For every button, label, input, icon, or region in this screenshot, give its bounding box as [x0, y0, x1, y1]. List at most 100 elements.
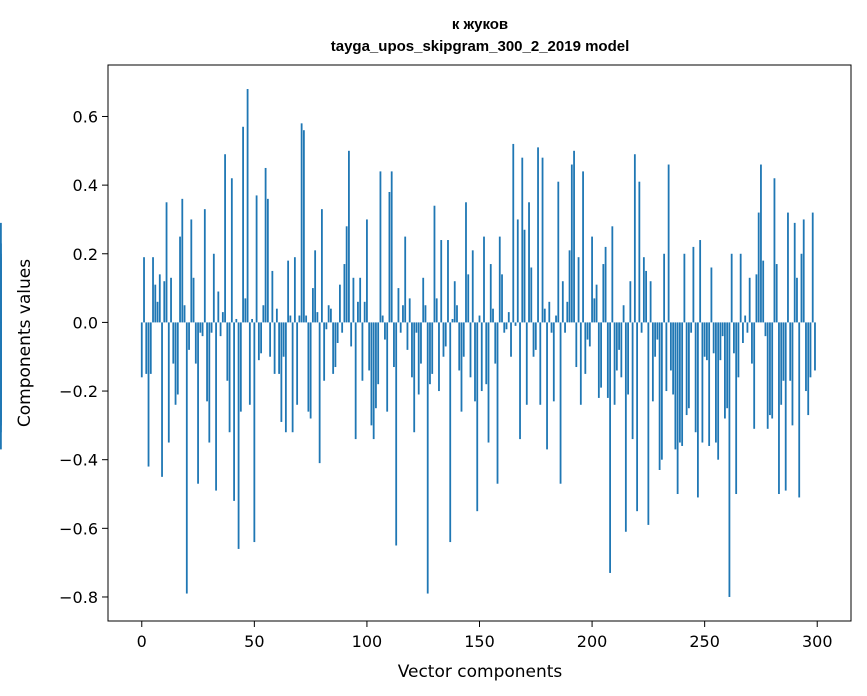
bar-80 — [320, 209, 323, 323]
bar-89 — [341, 322, 344, 333]
bar-63 — [282, 322, 285, 357]
bar-283 — [778, 322, 780, 495]
bar-1 — [143, 257, 145, 323]
bar-88 — [339, 284, 341, 323]
bar-230 — [658, 322, 661, 470]
bar-291 — [796, 277, 798, 323]
bar-218 — [631, 322, 634, 440]
bar-219 — [633, 154, 636, 323]
bar-95 — [354, 322, 357, 440]
bars-group — [0, 89, 816, 597]
y-tick-label: 0.2 — [73, 245, 98, 264]
bar-188 — [564, 322, 566, 333]
bar-225 — [647, 322, 650, 525]
bar-133 — [440, 240, 443, 323]
x-tick-label: 50 — [244, 632, 264, 651]
bar-23 — [192, 277, 195, 323]
bar-29 — [206, 322, 208, 402]
bar-212 — [618, 322, 620, 350]
bar-269 — [746, 322, 749, 333]
bar-179 — [543, 308, 546, 323]
bar-217 — [629, 281, 632, 323]
bar-233 — [665, 322, 668, 392]
bar-267 — [742, 322, 744, 343]
bar-235 — [669, 322, 672, 371]
bar-222 — [640, 322, 643, 333]
bar-132 — [438, 322, 440, 392]
bar-149 — [476, 322, 479, 512]
bar-101 — [368, 322, 371, 371]
bar-24 — [194, 322, 197, 364]
bar-26 — [199, 322, 202, 333]
bar-297 — [809, 322, 812, 378]
bar-155 — [489, 264, 492, 323]
bar-174 — [532, 322, 535, 357]
bar-140 — [456, 305, 458, 323]
bar-4 — [149, 322, 152, 374]
y-tick-label: 0.0 — [73, 313, 98, 332]
bar-45 — [242, 126, 244, 323]
bar-109 — [386, 322, 389, 412]
bar-151 — [480, 322, 483, 392]
bar-172 — [528, 202, 530, 323]
bar-187 — [561, 281, 564, 323]
x-axis-label: Vector components — [398, 662, 563, 682]
bar-77 — [314, 250, 317, 323]
bar-undefined — [0, 243, 2, 323]
bar-262 — [730, 253, 733, 323]
bar-2 — [145, 322, 148, 374]
bar-245 — [692, 246, 695, 323]
bar-90 — [343, 264, 346, 323]
x-tick-label: 100 — [352, 632, 383, 651]
bar-166 — [514, 322, 517, 326]
bar-53 — [260, 322, 263, 354]
bar-241 — [683, 253, 686, 323]
bar-164 — [510, 322, 512, 357]
x-tick-label: 300 — [802, 632, 833, 651]
bar-186 — [559, 322, 562, 484]
bar-123 — [417, 322, 420, 395]
bar-240 — [681, 322, 684, 446]
y-axis-ticks: −0.8 −0.6 −0.4 −0.2 0.0 0.2 0.4 0.6 — [59, 107, 108, 607]
bar-273 — [755, 274, 758, 323]
bar-0 — [140, 322, 143, 378]
chart-subtitle: tayga_upos_skipgram_300_2_2019 model — [331, 38, 630, 55]
bar-7 — [156, 301, 159, 323]
bar-282 — [775, 264, 778, 323]
y-axis-label: Components values — [15, 259, 35, 427]
bar-52 — [257, 322, 260, 361]
bar-undefined — [0, 322, 2, 426]
bar-289 — [791, 322, 794, 426]
bar-68 — [293, 257, 296, 323]
bar-288 — [789, 322, 792, 381]
bar-171 — [525, 322, 528, 405]
bar-161 — [503, 322, 506, 333]
bar-169 — [521, 157, 524, 323]
bar-74 — [307, 322, 310, 412]
bar-204 — [600, 322, 602, 388]
bar-193 — [575, 322, 578, 368]
bar-199 — [588, 322, 591, 347]
bar-165 — [512, 143, 515, 323]
bar-129 — [431, 322, 434, 374]
bar-130 — [433, 205, 436, 323]
bar-86 — [334, 322, 337, 368]
bar-51 — [255, 195, 258, 323]
bar-138 — [451, 318, 454, 323]
bar-154 — [487, 322, 490, 443]
bar-238 — [676, 322, 679, 495]
bar-59 — [273, 322, 276, 374]
bar-277 — [764, 322, 767, 337]
bar-158 — [496, 322, 499, 484]
bar-266 — [739, 253, 742, 323]
bar-257 — [719, 322, 722, 361]
bar-294 — [802, 219, 805, 323]
bar-263 — [733, 322, 735, 354]
bar-94 — [352, 277, 355, 323]
bar-undefined — [0, 322, 2, 343]
bar-98 — [361, 322, 364, 381]
bar-13 — [170, 277, 172, 323]
bar-280 — [771, 322, 774, 419]
bar-232 — [663, 253, 666, 323]
bar-60 — [275, 308, 278, 323]
